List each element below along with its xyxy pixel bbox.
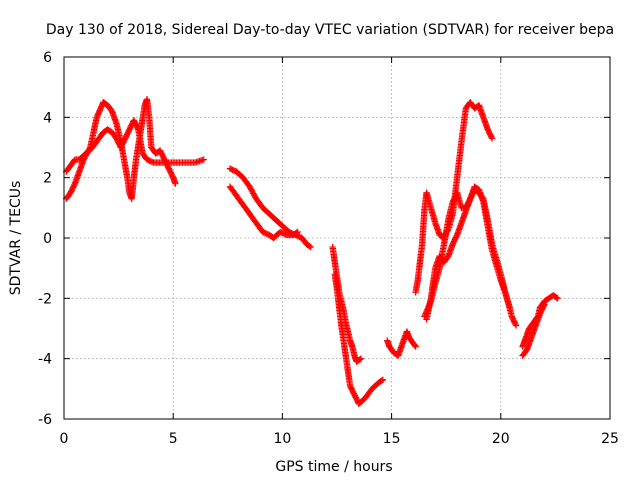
- x-tick-label: 10: [273, 431, 291, 447]
- data-point: [357, 355, 365, 362]
- series-arc4: [226, 183, 301, 242]
- series-arc12: [519, 301, 548, 359]
- data-point: [86, 145, 93, 153]
- data-point: [553, 294, 560, 301]
- data-point: [307, 243, 314, 251]
- data-point: [306, 243, 313, 250]
- series-arc7: [384, 328, 419, 359]
- data-point: [488, 135, 496, 142]
- data-point: [512, 322, 520, 329]
- x-tick-label: 20: [492, 431, 510, 447]
- data-point: [172, 180, 179, 187]
- data-point: [294, 228, 301, 236]
- y-tick-label: 4: [43, 110, 52, 126]
- x-axis-label: GPS time / hours: [275, 459, 392, 475]
- y-tick-label: 2: [43, 171, 52, 187]
- data-points: [62, 96, 561, 408]
- x-tick-label: 25: [601, 431, 619, 447]
- chart-title: Day 130 of 2018, Sidereal Day-to-day VTE…: [46, 22, 614, 38]
- data-point: [411, 342, 419, 349]
- data-point: [200, 156, 207, 163]
- series-arc9: [421, 186, 520, 329]
- series-arc3: [226, 165, 314, 251]
- y-tick-label: 0: [43, 231, 52, 247]
- y-tick-label: -4: [38, 352, 52, 368]
- series-arc10: [423, 183, 513, 323]
- data-point: [512, 320, 519, 328]
- data-point: [293, 229, 300, 236]
- x-tick-label: 5: [169, 431, 178, 447]
- y-tick-label: -2: [38, 291, 52, 307]
- data-point: [554, 295, 561, 302]
- data-point: [149, 158, 156, 166]
- data-point: [540, 302, 548, 309]
- series-arc8: [412, 99, 496, 296]
- data-point: [356, 356, 364, 363]
- series-arc6: [331, 271, 387, 408]
- y-tick-label: -6: [38, 412, 52, 428]
- data-point: [412, 343, 419, 350]
- plot-frame: [63, 56, 611, 420]
- data-point: [506, 304, 513, 311]
- x-tick-label: 0: [60, 431, 69, 447]
- data-point: [541, 301, 548, 308]
- data-point: [378, 377, 385, 384]
- axis-ticks: 0 5 10 15 20 25 -6 -4 -2 0 2 4 6: [38, 50, 619, 447]
- series-arc2: [62, 96, 179, 202]
- data-point: [379, 376, 387, 383]
- y-axis-label: SDTVAR / TECUs: [8, 181, 24, 296]
- x-tick-label: 15: [383, 431, 401, 447]
- data-point: [488, 133, 495, 141]
- y-tick-label: 6: [43, 50, 52, 66]
